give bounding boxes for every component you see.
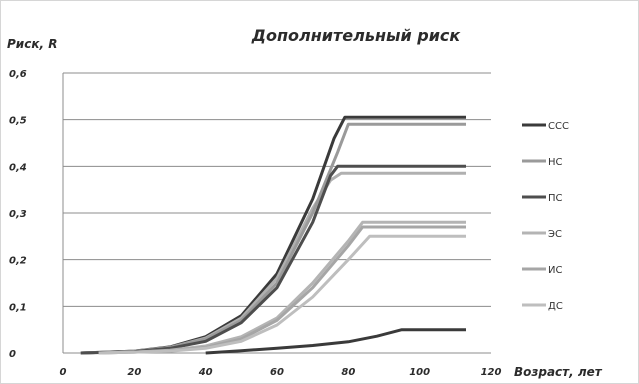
chart-title: Дополнительный риск xyxy=(251,26,462,45)
x-tick-label: 0 xyxy=(60,367,67,378)
legend-label: ПС xyxy=(548,193,563,204)
series-line xyxy=(205,328,466,355)
y-tick-label: 0,3 xyxy=(9,209,27,220)
axes: 0 0,1 0,2 0,3 0,4 0,5 0,6 0 20 40 60 80 100 120 xyxy=(9,69,501,378)
gridlines xyxy=(63,72,491,354)
y-tick-label: 0,4 xyxy=(9,162,27,173)
x-axis-label: Возраст, лет xyxy=(514,365,603,379)
legend-label: ИС xyxy=(548,265,562,276)
legend-label: ЭС xyxy=(548,229,562,240)
y-tick-label: 0,2 xyxy=(9,256,27,267)
legend-label: ССС xyxy=(548,121,569,132)
x-tick-label: 40 xyxy=(198,367,213,378)
legend-label: ДС xyxy=(548,301,563,312)
x-tick-label: 60 xyxy=(270,367,284,378)
legend: ССС НС ПС ЭС ИС ДС xyxy=(522,121,569,312)
y-tick-label: 0,1 xyxy=(9,302,27,313)
legend-label: НС xyxy=(548,157,563,168)
y-tick-label: 0,6 xyxy=(9,69,27,80)
x-tick-label: 120 xyxy=(481,367,502,378)
series-lines xyxy=(80,115,466,355)
y-tick-label: 0 xyxy=(9,349,16,360)
series-line xyxy=(98,220,466,355)
series-line xyxy=(98,225,466,355)
x-tick-label: 80 xyxy=(341,367,355,378)
y-axis-label: Риск, R xyxy=(7,37,57,51)
series-line xyxy=(98,234,466,355)
y-tick-label: 0,5 xyxy=(9,116,27,127)
x-tick-label: 100 xyxy=(409,367,430,378)
x-tick-label: 20 xyxy=(127,367,141,378)
